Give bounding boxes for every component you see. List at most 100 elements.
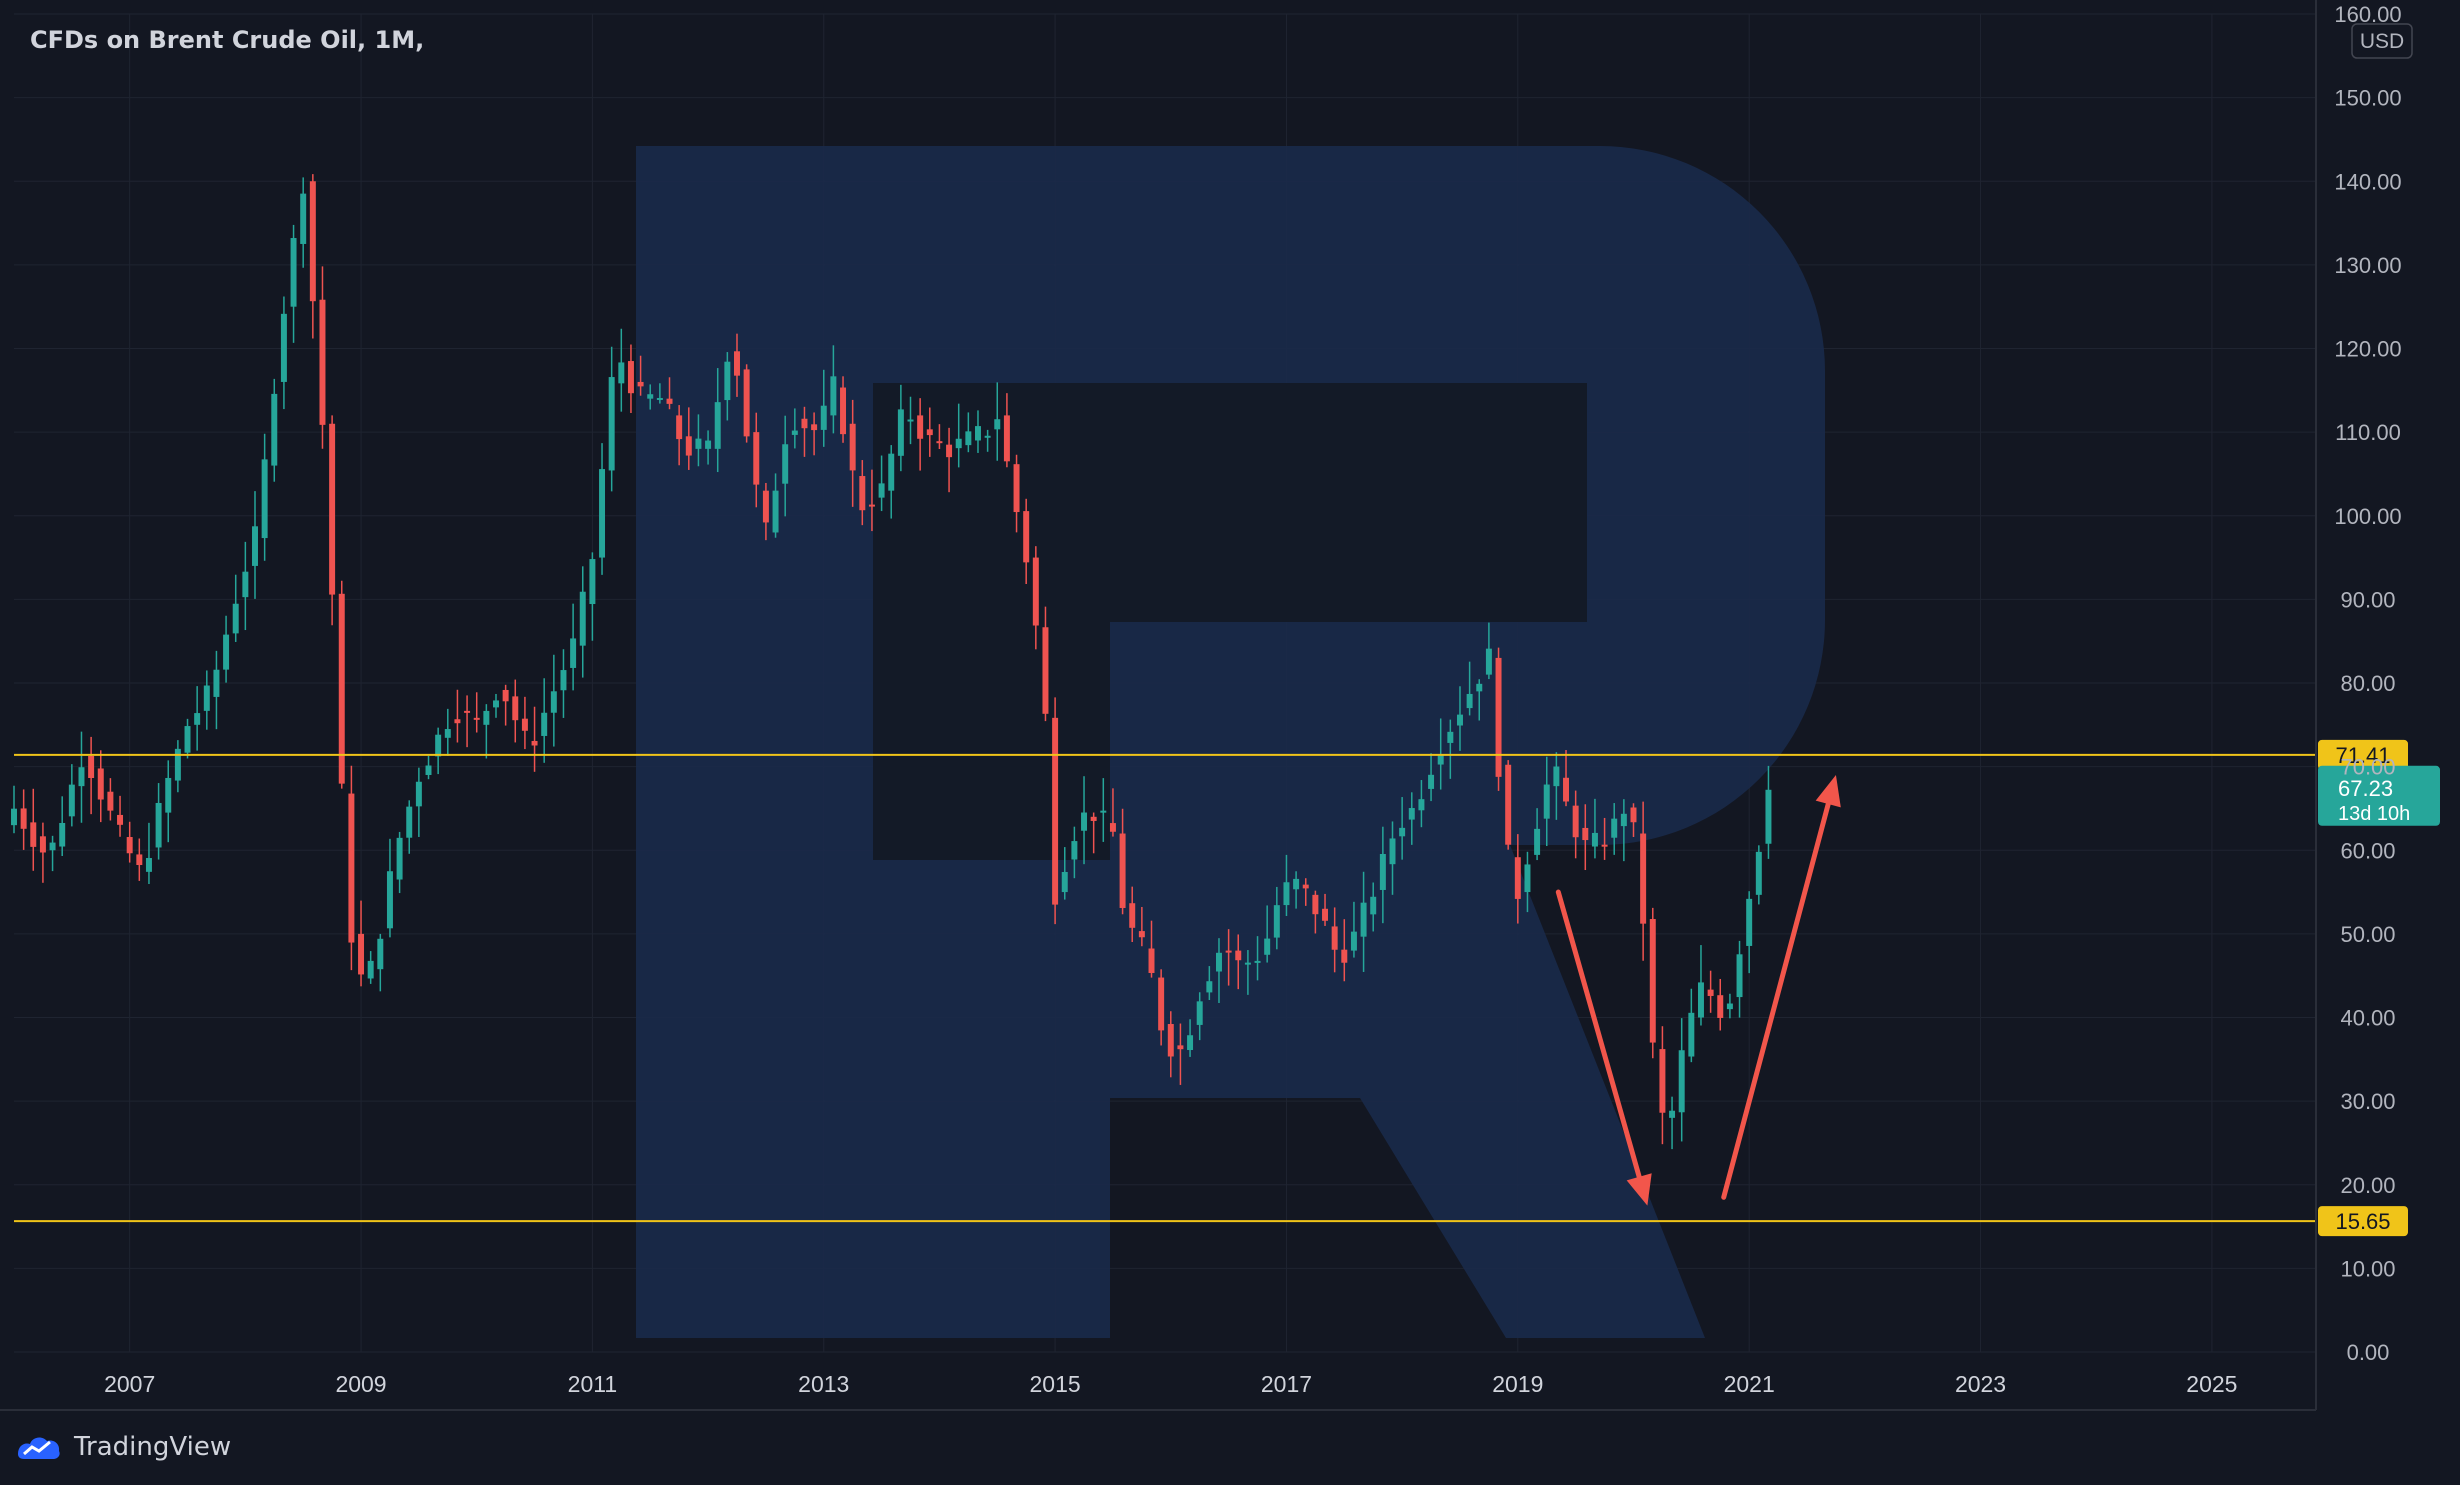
- candle-body: [20, 808, 27, 829]
- candle-body: [386, 871, 393, 929]
- candle-body: [1081, 812, 1088, 831]
- candle-body: [579, 591, 586, 646]
- candle-body: [1620, 813, 1627, 827]
- candle-body: [1322, 908, 1329, 921]
- candle-body: [666, 398, 673, 404]
- candle-body: [107, 791, 114, 811]
- candle-body: [637, 381, 644, 387]
- y-tick-label-3: 30.00: [2340, 1089, 2395, 1114]
- candle-body: [1688, 1012, 1695, 1057]
- candle-body: [936, 441, 943, 444]
- candle-body: [1293, 878, 1300, 890]
- candle-body: [1765, 789, 1772, 844]
- y-tick-label-13: 130.00: [2334, 253, 2401, 278]
- candle-body: [11, 808, 17, 826]
- y-tick-label-10: 100.00: [2334, 504, 2401, 529]
- candle-body: [849, 423, 856, 471]
- arrow-shaft-0: [1555, 889, 1642, 1180]
- candle-body: [358, 933, 365, 975]
- candle-body: [396, 837, 403, 880]
- candle-body: [1379, 854, 1386, 890]
- candle-body: [1428, 774, 1435, 789]
- candle-body: [406, 806, 413, 838]
- candle-body: [290, 238, 297, 307]
- candle-body: [647, 394, 654, 399]
- candle-body: [550, 691, 557, 713]
- arrow-shaft-1: [1721, 801, 1831, 1200]
- candle-body: [734, 351, 740, 376]
- candle-body: [599, 469, 606, 558]
- candle-body: [1418, 799, 1425, 811]
- candle-body: [1032, 557, 1039, 626]
- candle-body: [444, 729, 451, 738]
- candle-body: [753, 432, 760, 485]
- candle-body: [840, 387, 847, 435]
- candle-body: [820, 405, 827, 430]
- last-price-badge: [2318, 765, 2440, 826]
- watermark-logo: [636, 146, 1825, 1338]
- candle-body: [1061, 871, 1068, 893]
- candle-body: [1158, 977, 1165, 1031]
- candle-body: [59, 822, 66, 847]
- tradingview-brand[interactable]: TradingView: [14, 1432, 231, 1462]
- candle-body: [1543, 784, 1550, 819]
- candle-body: [531, 740, 538, 746]
- chart-title: CFDs on Brent Crude Oil, 1M,: [30, 26, 425, 54]
- candle-body: [194, 713, 201, 725]
- level-label-bg-0: [2318, 739, 2408, 770]
- currency-label: USD: [2360, 30, 2404, 53]
- candle-body: [1341, 949, 1348, 963]
- candle-body: [1669, 1110, 1676, 1118]
- candle-body: [1456, 714, 1463, 726]
- candle-body: [261, 459, 268, 539]
- candle-body: [232, 603, 239, 634]
- candle-body: [917, 415, 924, 439]
- candle-body: [242, 571, 249, 598]
- candle-body: [1563, 777, 1570, 802]
- candle-body: [1591, 832, 1598, 847]
- candle-body: [126, 837, 133, 854]
- candle-body: [1138, 931, 1145, 938]
- candle-body: [68, 784, 75, 817]
- candle-body: [570, 638, 577, 668]
- x-tick-label-1: 2009: [335, 1371, 386, 1397]
- candle-body: [1649, 919, 1656, 1043]
- candle-body: [656, 397, 663, 400]
- candle-body: [1611, 818, 1618, 838]
- level-label-bg-1: [2318, 1206, 2408, 1237]
- candle-body: [136, 854, 143, 866]
- candle-body: [1485, 648, 1492, 675]
- candle-body: [888, 453, 895, 491]
- candle-body: [512, 696, 519, 721]
- last-price-value: 67.23: [2338, 776, 2393, 801]
- candle-body: [165, 777, 172, 813]
- arrow-head-0: [1626, 1173, 1652, 1206]
- x-tick-label-0: 2007: [104, 1371, 155, 1397]
- currency-badge: [2351, 23, 2413, 59]
- candle-body: [493, 700, 499, 708]
- candle-body: [1601, 844, 1608, 847]
- candle-body: [30, 822, 37, 847]
- candle-body: [1215, 952, 1222, 972]
- candle-body: [367, 960, 374, 979]
- candle-body: [1264, 938, 1271, 955]
- y-tick-label-0: 0.00: [2347, 1340, 2390, 1365]
- candle-body: [1254, 960, 1261, 963]
- candle-body: [1129, 903, 1136, 928]
- candle-body: [907, 419, 914, 422]
- candle-body: [1312, 894, 1319, 915]
- candle-body: [1090, 816, 1097, 821]
- candle-body: [1052, 717, 1059, 905]
- candle-body: [627, 361, 634, 394]
- y-tick-label-1: 10.00: [2340, 1256, 2395, 1281]
- candle-body: [1389, 838, 1396, 865]
- candle-body: [743, 369, 750, 437]
- candle-body: [309, 181, 316, 302]
- candle-body: [974, 426, 981, 441]
- y-tick-label-15: 150.00: [2334, 86, 2401, 111]
- candle-body: [49, 842, 56, 851]
- candle-body: [1283, 882, 1290, 906]
- candle-body: [560, 670, 567, 691]
